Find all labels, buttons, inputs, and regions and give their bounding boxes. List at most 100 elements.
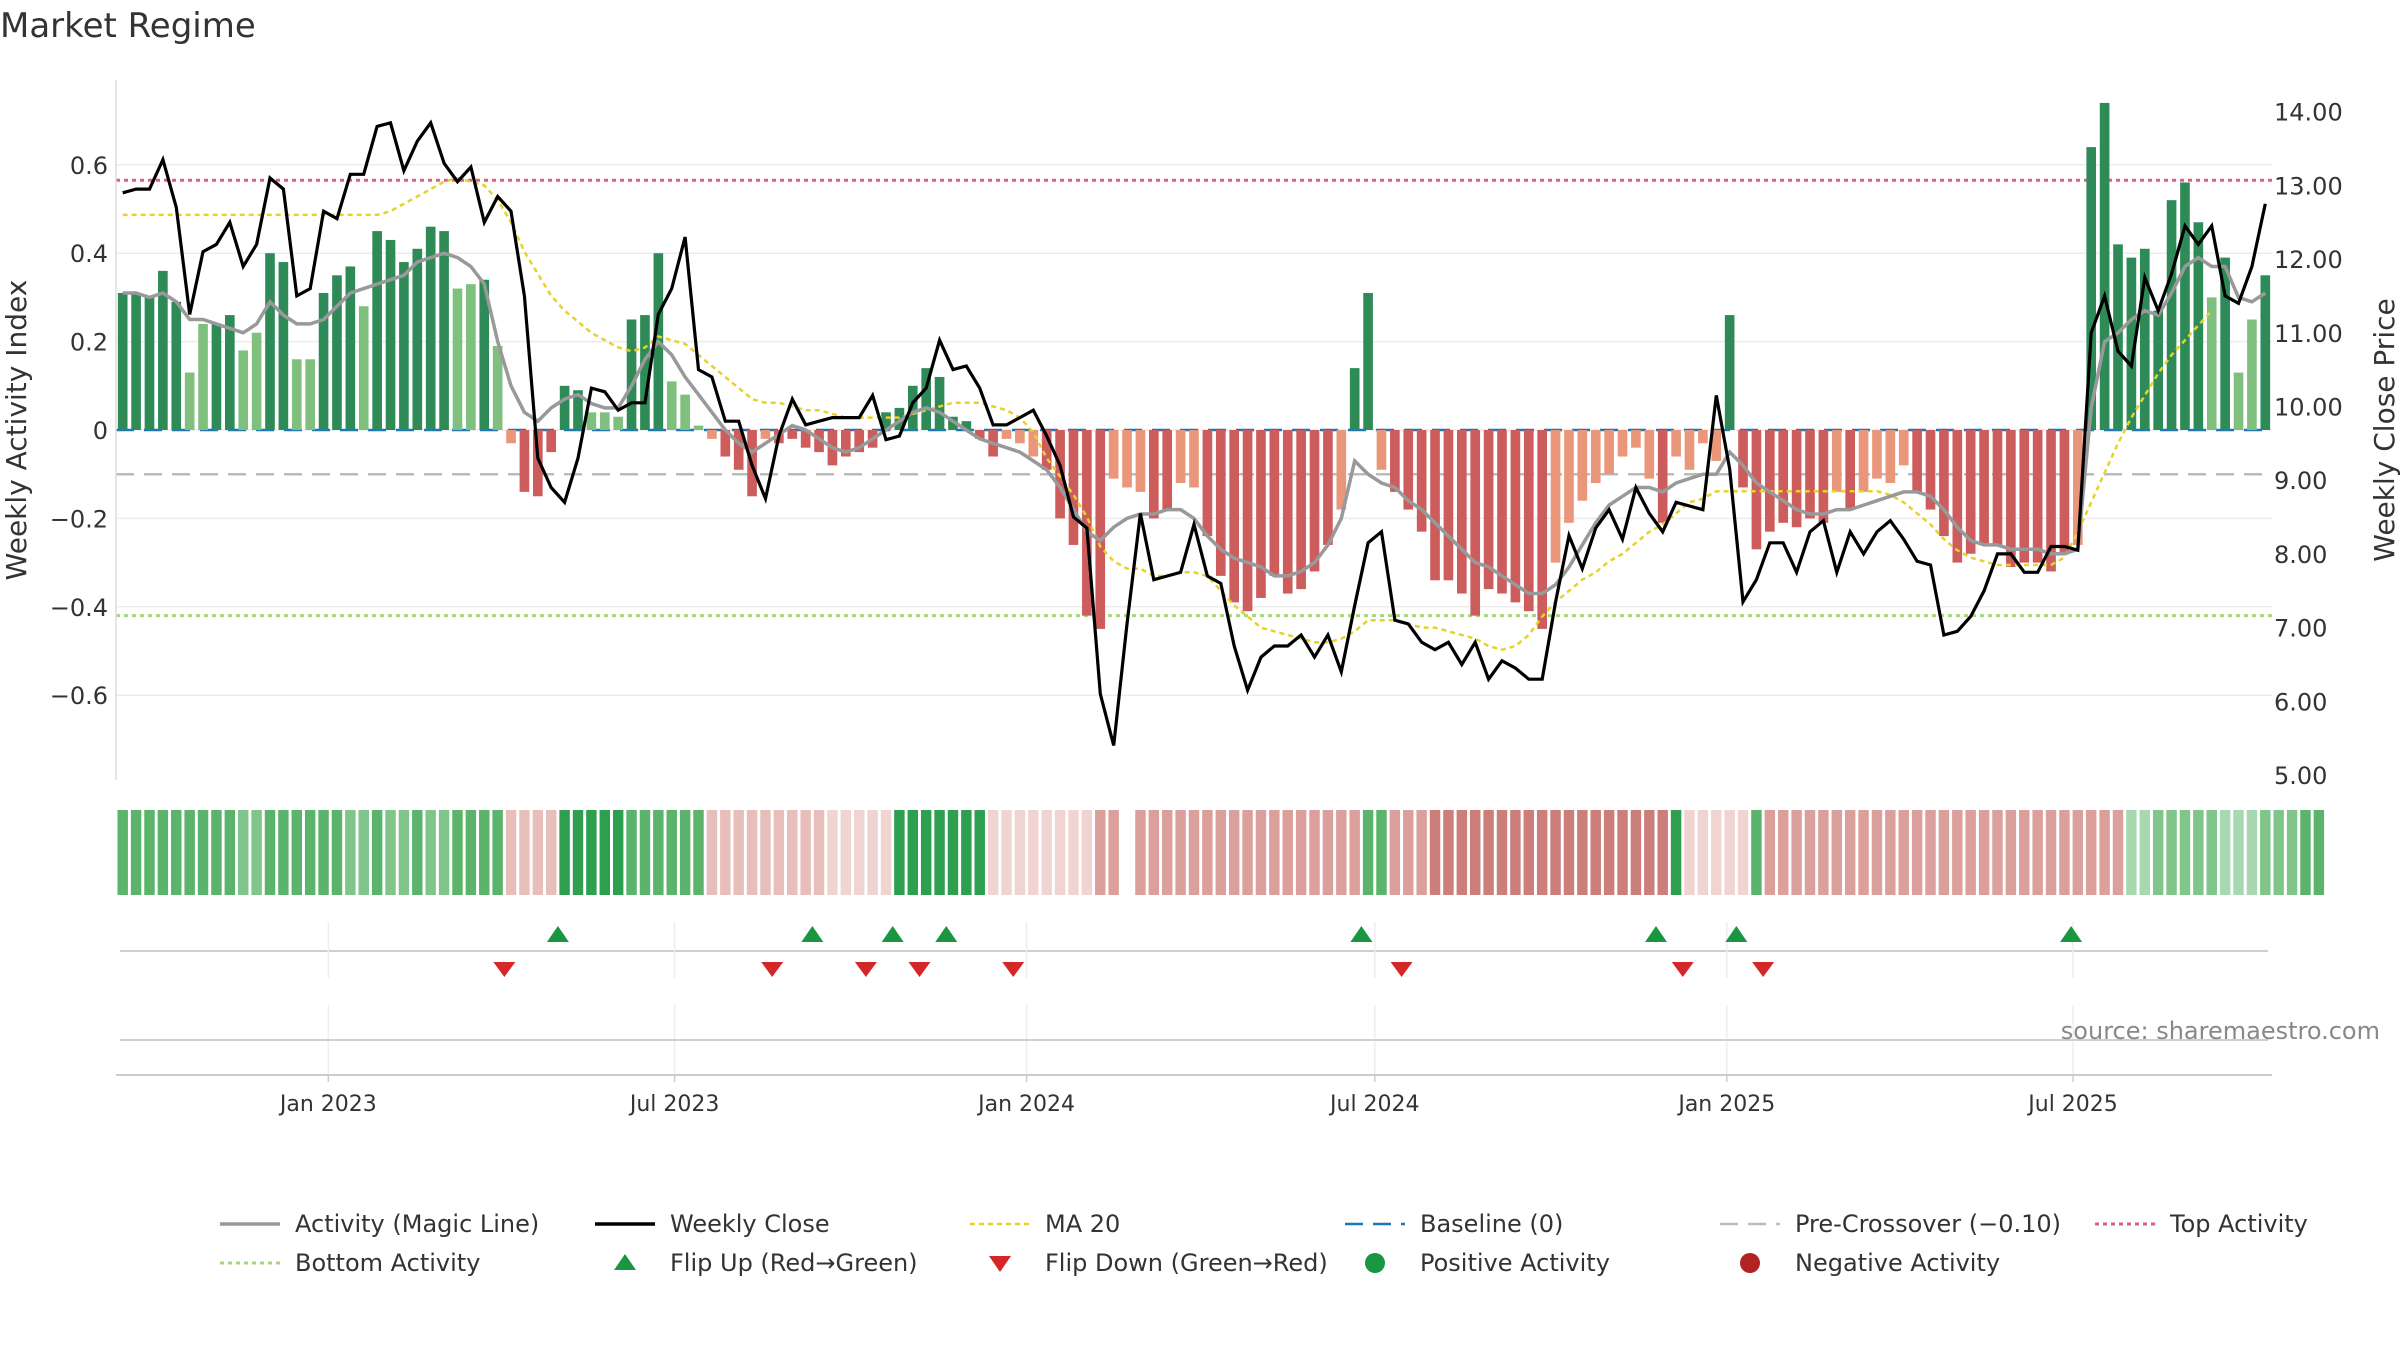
activity-bar [385, 239, 396, 430]
activity-bar [1510, 430, 1521, 603]
regime-cell [1496, 810, 1508, 895]
regime-cell [800, 810, 811, 895]
regime-cell [197, 810, 209, 895]
x-tick-label: Jul 2025 [2026, 1092, 2118, 1117]
activity-bar [1309, 430, 1320, 572]
activity-bar [1885, 430, 1896, 484]
right-tick-label: 12.00 [2274, 246, 2343, 274]
regime-cell [1644, 810, 1655, 895]
regime-cell [974, 810, 985, 895]
activity-bar [1791, 430, 1802, 528]
regime-cell [130, 810, 142, 895]
regime-cell [1818, 810, 1829, 895]
regime-cell [1215, 810, 1227, 895]
regime-cell [1510, 810, 1521, 895]
right-tick-label: 7.00 [2274, 615, 2327, 643]
regime-cell [2152, 810, 2164, 895]
activity-bar [1845, 430, 1855, 510]
activity-bar [1055, 430, 1065, 519]
activity-bar [184, 372, 195, 430]
activity-bar [1979, 430, 1989, 545]
activity-bar [238, 350, 249, 430]
regime-cell [1670, 810, 1682, 895]
regime-cell [1228, 810, 1240, 895]
activity-bar [881, 412, 891, 430]
regime-cell [452, 810, 463, 895]
activity-bar [479, 279, 490, 430]
activity-bar [1095, 430, 1106, 629]
regime-cell [2059, 810, 2070, 895]
regime-cell [586, 810, 597, 895]
activity-bar [1108, 430, 1119, 479]
regime-cell [787, 810, 798, 895]
activity-bar [1175, 430, 1186, 484]
activity-bar [1684, 430, 1695, 470]
legend-label: Baseline (0) [1420, 1210, 1563, 1238]
regime-cell [1255, 810, 1267, 895]
regime-cell [1188, 810, 1200, 895]
activity-bar [733, 430, 744, 470]
activity-bar [2019, 430, 2030, 563]
regime-cell [1469, 810, 1481, 895]
regime-cell [358, 810, 369, 895]
regime-cell [157, 810, 169, 895]
activity-bar [1497, 430, 1507, 594]
activity-bar [1269, 430, 1280, 576]
flip-up-marker [935, 926, 958, 942]
regime-cell [1336, 810, 1347, 895]
regime-cell [2072, 810, 2084, 895]
flip-up-marker [1645, 926, 1667, 942]
regime-cell [2166, 810, 2177, 895]
regime-cell [572, 810, 584, 895]
regime-cell [1416, 810, 1427, 895]
activity-bar [1296, 430, 1306, 590]
flip-down-marker [1002, 962, 1025, 977]
legend-swatch-negative [1740, 1253, 1760, 1273]
regime-cell [1175, 810, 1186, 895]
regime-cell [2206, 810, 2217, 895]
flip-down-marker [493, 962, 516, 977]
regime-cell [465, 810, 477, 895]
activity-bar [1939, 430, 1949, 537]
activity-bar [1644, 430, 1655, 479]
regime-cell [2005, 810, 2017, 895]
activity-bar [1135, 430, 1146, 492]
activity-bar [934, 376, 945, 430]
activity-bar [2059, 430, 2070, 554]
flip-down-marker [854, 962, 877, 977]
regime-cell [1791, 810, 1802, 895]
regime-cell [720, 810, 731, 895]
regime-cell [1844, 810, 1856, 895]
activity-bar [1698, 430, 1708, 444]
regime-cell [880, 810, 892, 895]
activity-bar [546, 430, 557, 453]
regime-cell [1617, 810, 1628, 895]
regime-cell [907, 810, 919, 895]
regime-cell [425, 810, 436, 895]
activity-bar [1483, 430, 1494, 590]
regime-cell [853, 810, 865, 895]
regime-cell [1858, 810, 1869, 895]
regime-cell [612, 810, 624, 895]
empty-bottom-panel [116, 1005, 2272, 1076]
legend-label: Positive Activity [1420, 1249, 1610, 1277]
legend-swatch-positive [1365, 1253, 1385, 1273]
activity-bar [573, 390, 583, 430]
activity-bar [372, 231, 382, 430]
activity-bar [1376, 430, 1387, 470]
regime-cell [894, 810, 905, 895]
regime-cell [2099, 810, 2110, 895]
activity-bar [787, 430, 798, 439]
activity-bar [2247, 319, 2257, 430]
activity-bar [117, 292, 128, 430]
x-tick-label: Jan 2023 [278, 1092, 377, 1117]
regime-cell [2045, 810, 2057, 895]
flip-up-marker [546, 926, 569, 942]
activity-bar [1282, 430, 1293, 594]
legend-label: Top Activity [2169, 1210, 2308, 1238]
regime-cell [1938, 810, 1950, 895]
regime-cell [1054, 810, 1066, 895]
regime-cell [545, 810, 557, 895]
regime-cell [318, 810, 329, 895]
right-tick-label: 8.00 [2274, 541, 2327, 569]
